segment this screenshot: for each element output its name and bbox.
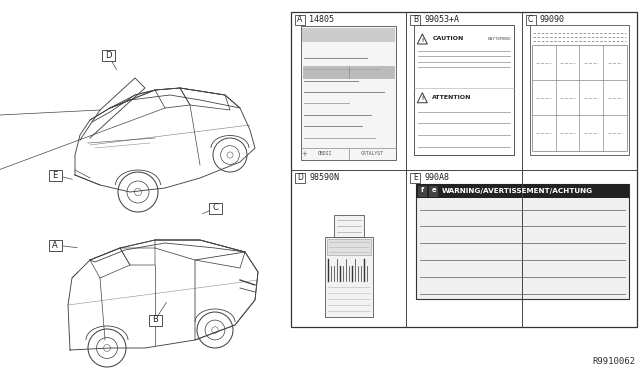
Bar (532, 45, 627, 151)
Bar (333, 215, 364, 237)
Text: 99090: 99090 (540, 16, 564, 25)
Text: A: A (52, 241, 58, 250)
Text: !: ! (421, 96, 424, 101)
Bar (324, 237, 372, 317)
Bar (301, 26, 396, 160)
Bar (326, 239, 371, 255)
Text: CATALYST: CATALYST (361, 151, 384, 156)
Bar (429, 186, 438, 196)
Bar (414, 25, 514, 154)
Bar (419, 186, 428, 196)
Bar (49, 240, 61, 250)
Text: ATTENTION: ATTENTION (433, 95, 472, 100)
Bar (303, 66, 394, 78)
Text: WARNING/AVERTISSEMENT/ACHTUNG: WARNING/AVERTISSEMENT/ACHTUNG (442, 187, 593, 193)
Bar (417, 183, 629, 198)
Bar (209, 202, 221, 214)
Text: E: E (413, 173, 418, 182)
Bar (49, 170, 61, 180)
Text: A: A (298, 16, 303, 25)
Text: R9910062: R9910062 (592, 357, 635, 366)
Text: f: f (421, 187, 424, 193)
Text: E: E (52, 170, 58, 180)
Bar (102, 49, 115, 61)
Text: 99053+A: 99053+A (424, 16, 460, 25)
Bar (410, 15, 420, 25)
Text: 98590N: 98590N (309, 173, 339, 182)
Text: OBDII: OBDII (317, 151, 332, 156)
Text: CAUTION: CAUTION (433, 36, 464, 42)
Text: D: D (297, 173, 303, 182)
Text: e: e (431, 187, 436, 193)
Text: DAYTEMONO: DAYTEMONO (488, 37, 511, 41)
Text: 14805: 14805 (309, 16, 334, 25)
Text: B: B (413, 16, 418, 25)
Bar (148, 314, 161, 326)
Bar (295, 173, 305, 183)
Bar (302, 28, 396, 42)
Bar (295, 15, 305, 25)
Text: !: ! (421, 38, 424, 42)
Text: C: C (528, 16, 533, 25)
Bar (525, 15, 536, 25)
Bar (291, 12, 637, 327)
Bar (410, 173, 420, 183)
Text: C: C (212, 203, 218, 212)
Text: 990A8: 990A8 (424, 173, 449, 182)
Bar (530, 25, 629, 154)
Text: B: B (152, 315, 158, 324)
Text: D: D (105, 51, 111, 60)
Bar (417, 183, 629, 299)
Text: +: + (301, 151, 307, 157)
